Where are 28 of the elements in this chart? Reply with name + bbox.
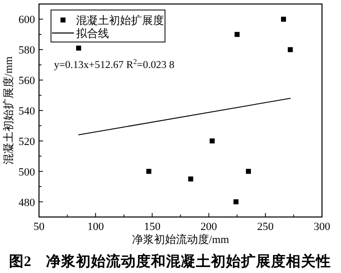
- y-tick-label: 520: [18, 136, 36, 148]
- point: [146, 168, 152, 174]
- x-tick-label: 100: [87, 221, 104, 233]
- x-tick-label: 300: [314, 221, 331, 233]
- y-tick-label: 560: [18, 75, 36, 88]
- x-tick-label: 150: [144, 221, 161, 233]
- point: [233, 199, 238, 204]
- point: [246, 168, 251, 174]
- x-tick-label: 50: [34, 221, 45, 233]
- point: [288, 47, 293, 52]
- point: [210, 138, 215, 144]
- point: [281, 16, 286, 22]
- point: [188, 176, 194, 182]
- x-tick-label: 250: [257, 221, 274, 233]
- y-axis-title: 混凝土初始扩展度/mm: [2, 56, 15, 165]
- legend-label: 拟合线: [76, 27, 109, 40]
- y-tick-label: 500: [18, 166, 36, 178]
- point: [76, 46, 82, 51]
- point: [234, 32, 240, 37]
- x-axis-title: 净浆初始流动度/mm: [132, 233, 230, 246]
- y-tick-label: 600: [18, 14, 36, 26]
- annotation: y=0.13x+512.67 R$^{2}$=0.023 8: [54, 56, 174, 71]
- text: 图2 净浆初始流动度和混凝土初始扩展度相关性: [8, 252, 332, 270]
- legend-label: 混凝土初始扩展度: [76, 14, 164, 27]
- x-tick-label: 200: [200, 221, 218, 233]
- y-tick-label: 580: [18, 44, 36, 57]
- y-tick-label: 480: [18, 196, 36, 209]
- y-tick-label: 540: [18, 106, 36, 118]
